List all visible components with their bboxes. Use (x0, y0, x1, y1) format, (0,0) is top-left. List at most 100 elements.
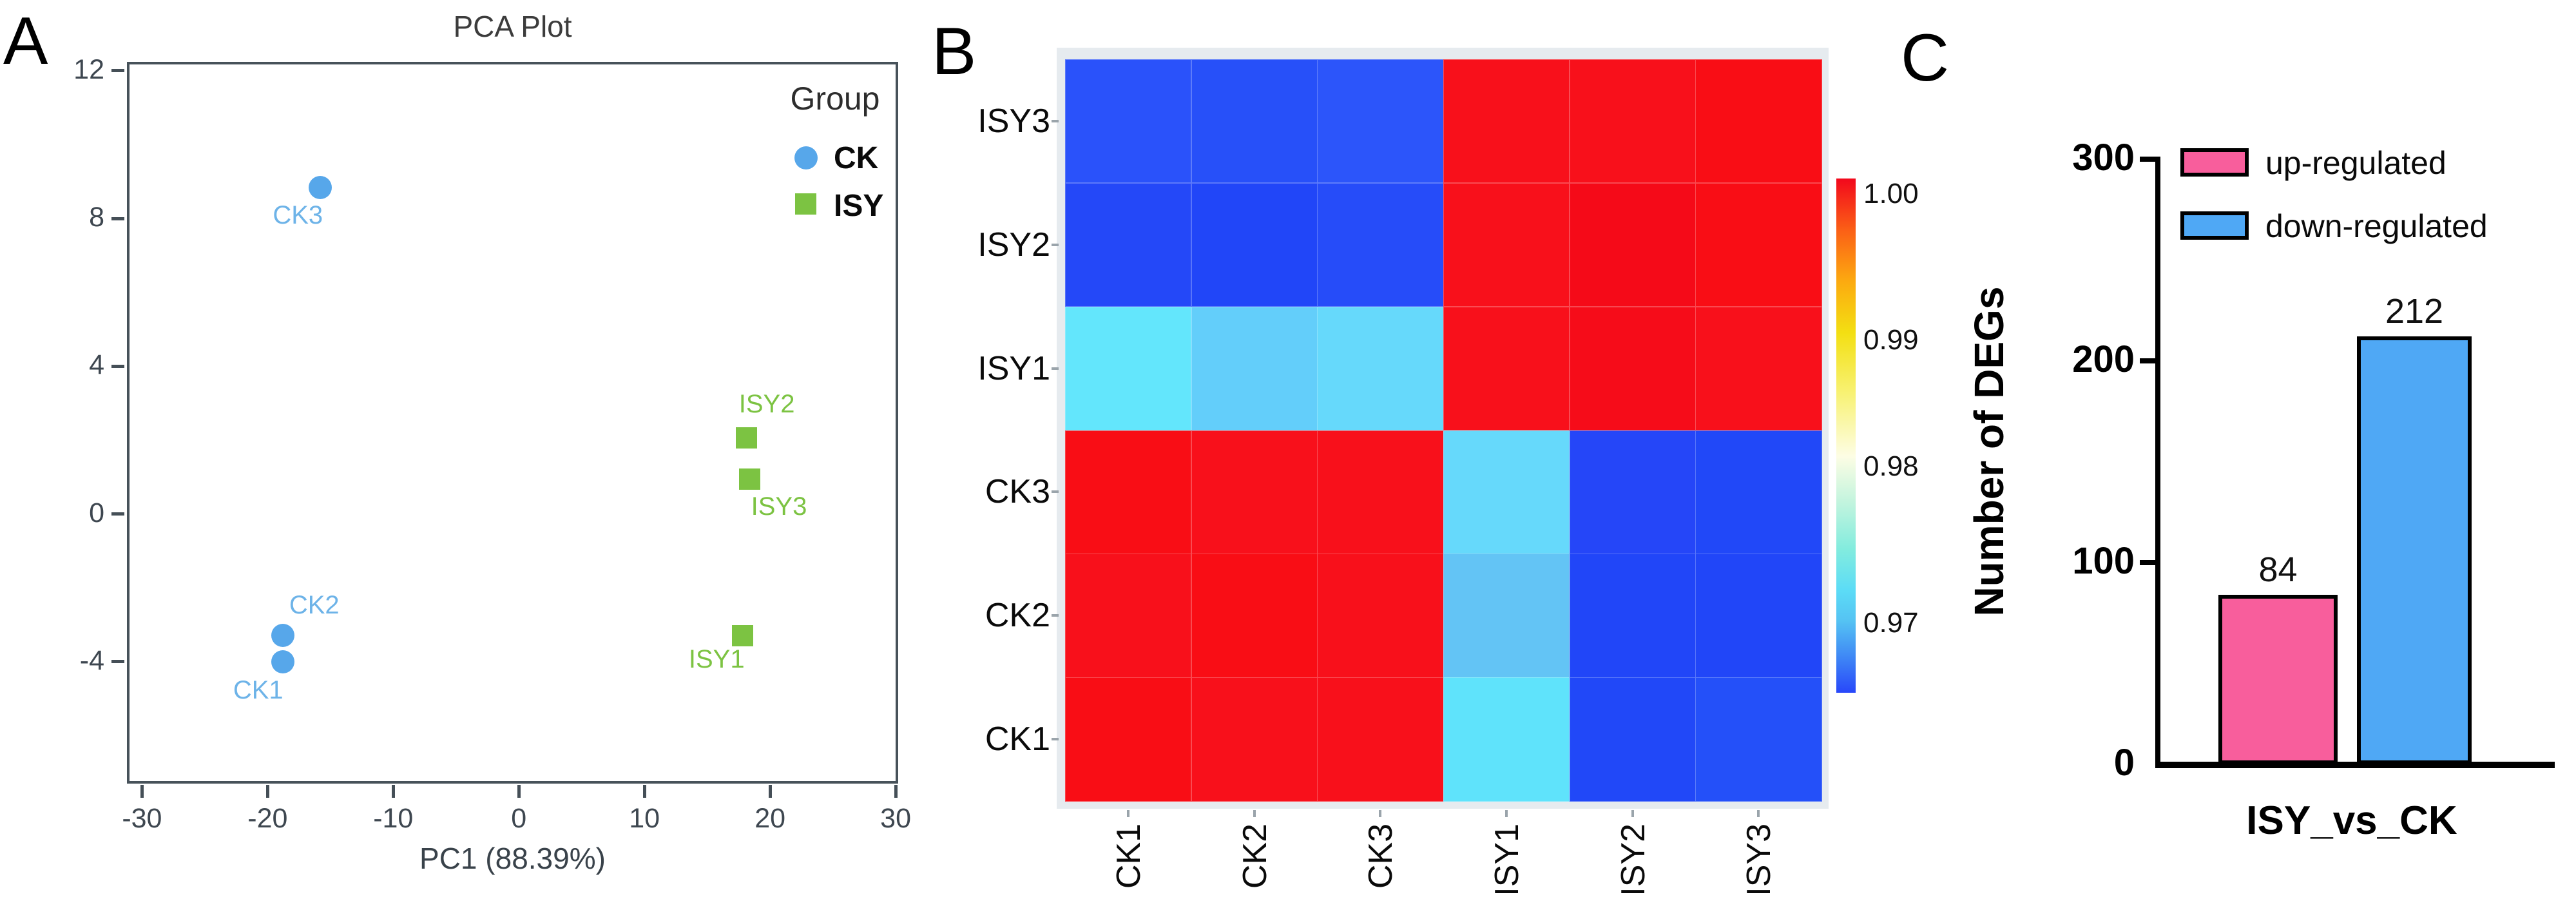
pca-point-label-CK1: CK1 (233, 675, 284, 704)
legend-isy-square-icon (795, 193, 816, 215)
bar-x-axis-label: ISY_vs_CK (2246, 798, 2457, 843)
pca-y-tick-label: 4 (89, 349, 104, 381)
heatmap-cell-ISY1-ISY1 (1443, 306, 1570, 431)
pca-point-CK1 (271, 650, 294, 673)
heatmap-cell-CK3-ISY3 (1695, 430, 1822, 554)
panel-c-letter: C (1901, 21, 1950, 95)
heatmap-row-label: CK2 (985, 597, 1050, 635)
heatmap-row-label: ISY2 (977, 226, 1050, 264)
pca-x-tick-mark (391, 785, 395, 798)
bar-y-tick-label: 100 (2072, 540, 2135, 582)
bar-legend-up-label: up-regulated (2265, 145, 2446, 181)
pca-x-tick-mark (768, 785, 772, 798)
pca-plot-area (127, 62, 898, 784)
bar-y-axis-spine (2155, 157, 2160, 767)
heatmap-cell-ISY3-CK1 (1065, 59, 1192, 184)
pca-point-ISY2 (735, 427, 757, 449)
heatmap-cell-ISY1-CK2 (1191, 306, 1318, 431)
pca-y-tick-mark (111, 69, 124, 73)
pca-point-label-CK3: CK3 (273, 201, 323, 230)
pca-legend-isy-label: ISY (834, 189, 884, 223)
pca-legend-title: Group (790, 81, 880, 117)
bar-value-label-up-regulated: 84 (2258, 550, 2298, 590)
pca-x-axis-label: PC1 (88.39%) (419, 842, 606, 875)
heatmap-row-label: CK1 (985, 720, 1050, 758)
pca-x-tick-label: -10 (373, 803, 414, 834)
heatmap-col-label: ISY2 (1614, 824, 1652, 896)
pca-y-tick-label: 8 (89, 202, 104, 233)
heatmap-cell-ISY3-ISY2 (1569, 59, 1696, 184)
heatmap-cell-ISY2-CK1 (1065, 182, 1192, 307)
heatmap-row-tick-mark (1052, 490, 1059, 494)
bar-y-tick-mark (2140, 560, 2158, 565)
heatmap-row-tick-mark (1052, 614, 1059, 617)
heatmap-row-tick-mark (1052, 243, 1059, 246)
pca-x-tick-label: 10 (629, 803, 660, 834)
pca-point-ISY3 (739, 468, 761, 490)
heatmap-cell-ISY1-CK3 (1317, 306, 1444, 431)
bar-x-axis-baseline (2155, 762, 2555, 768)
heatmap-row-label: ISY1 (977, 349, 1050, 387)
pca-point-CK2 (271, 623, 294, 647)
heatmap-cell-ISY2-CK3 (1317, 182, 1444, 307)
bar-y-tick-mark (2140, 157, 2158, 162)
legend-up-regulated-swatch (2180, 148, 2249, 177)
pca-y-tick-mark (111, 217, 124, 220)
heatmap-col-label: CK3 (1362, 824, 1400, 889)
heatmap-col-label: ISY1 (1488, 824, 1526, 896)
colorbar-tick-label: 0.97 (1863, 607, 1919, 639)
pca-x-tick-mark (265, 785, 269, 798)
heatmap-cell-ISY1-ISY2 (1569, 306, 1696, 431)
heatmap-cell-ISY2-ISY1 (1443, 182, 1570, 307)
heatmap-cell-ISY3-CK3 (1317, 59, 1444, 184)
heatmap-cell-CK2-CK3 (1317, 554, 1444, 678)
heatmap-col-label: CK1 (1110, 824, 1148, 889)
pca-y-tick-mark (111, 660, 124, 664)
pca-x-tick-mark (642, 785, 646, 798)
heatmap-col-tick-mark (1253, 810, 1256, 817)
bar-y-axis-label: Number of DEGs (1966, 286, 2012, 617)
heatmap-cell-CK1-ISY3 (1695, 677, 1822, 802)
pca-point-label-CK2: CK2 (289, 590, 340, 619)
pca-legend-ck-label: CK (834, 141, 879, 175)
heatmap-cell-CK2-CK2 (1191, 554, 1318, 678)
panel-a-letter: A (3, 4, 48, 79)
bar-up-regulated (2218, 595, 2338, 764)
heatmap-cell-CK1-CK1 (1065, 677, 1192, 802)
heatmap-cell-ISY1-ISY3 (1695, 306, 1822, 431)
heatmap-col-tick-mark (1504, 810, 1508, 817)
heatmap-cell-CK1-ISY2 (1569, 677, 1696, 802)
heatmap-row-tick-mark (1052, 367, 1059, 370)
heatmap-row-label: ISY3 (977, 102, 1050, 140)
bar-y-tick-label: 300 (2072, 137, 2135, 179)
heatmap-col-label: ISY3 (1740, 824, 1778, 896)
heatmap-cell-CK1-ISY1 (1443, 677, 1570, 802)
colorbar-tick-label: 0.98 (1863, 450, 1919, 482)
legend-down-regulated-swatch (2180, 211, 2249, 240)
pca-title: PCA Plot (453, 10, 572, 43)
heatmap-cell-CK3-CK3 (1317, 430, 1444, 554)
heatmap-cell-ISY2-ISY3 (1695, 182, 1822, 307)
heatmap-cell-CK1-CK2 (1191, 677, 1318, 802)
pca-y-tick-mark (111, 512, 124, 516)
pca-x-tick-mark (517, 785, 521, 798)
legend-ck-circle-icon (794, 146, 818, 169)
heatmap-cell-CK3-ISY2 (1569, 430, 1696, 554)
heatmap-colorbar (1836, 179, 1856, 693)
bar-value-label-down-regulated: 212 (2385, 292, 2444, 331)
pca-point-ISY1 (731, 625, 753, 647)
heatmap-cell-CK3-ISY1 (1443, 430, 1570, 554)
heatmap-cell-CK3-CK2 (1191, 430, 1318, 554)
heatmap-cell-ISY2-CK2 (1191, 182, 1318, 307)
heatmap-col-label: CK2 (1236, 824, 1274, 889)
heatmap-row-tick-mark (1052, 119, 1059, 122)
pca-x-tick-mark (140, 785, 144, 798)
pca-y-tick-label: 12 (73, 53, 104, 85)
bar-y-tick-label: 0 (2113, 742, 2135, 784)
heatmap-cell-CK3-CK1 (1065, 430, 1192, 554)
heatmap-cell-CK2-ISY2 (1569, 554, 1696, 678)
heatmap-cell-ISY3-CK2 (1191, 59, 1318, 184)
pca-point-label-ISY3: ISY3 (751, 492, 807, 521)
bar-y-tick-label: 200 (2072, 338, 2135, 380)
heatmap-cell-ISY3-ISY3 (1695, 59, 1822, 184)
